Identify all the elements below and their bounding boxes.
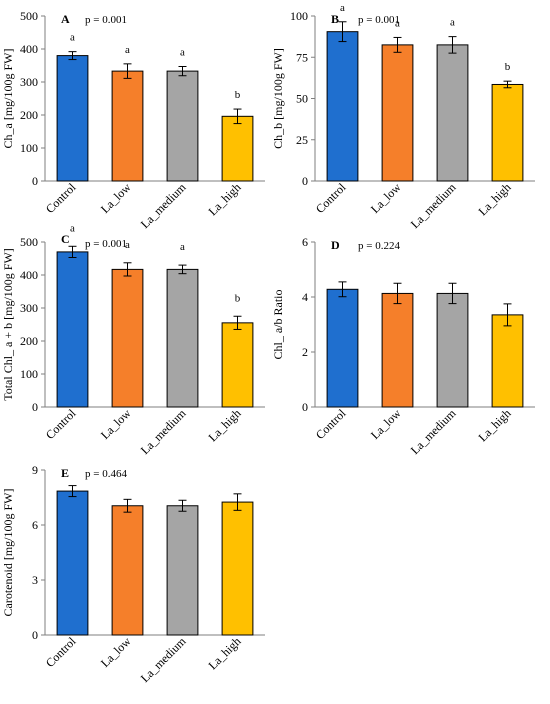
y-tick-label: 4 bbox=[302, 290, 308, 304]
significance-letter: a bbox=[180, 46, 185, 58]
x-tick-label: Control bbox=[313, 406, 349, 442]
x-tick-label: La_high bbox=[475, 180, 513, 218]
y-tick-label: 100 bbox=[20, 141, 38, 155]
bar-control bbox=[326, 31, 359, 182]
y-tick-label: 100 bbox=[290, 9, 308, 23]
y-tick-label: 0 bbox=[32, 400, 38, 414]
x-tick-label: La_medium bbox=[138, 180, 189, 231]
y-tick-label: 400 bbox=[20, 42, 38, 56]
y-tick-label: 300 bbox=[20, 75, 38, 89]
bar-control bbox=[56, 55, 89, 182]
significance-letter: a bbox=[450, 17, 455, 29]
x-tick-label: Control bbox=[313, 180, 349, 216]
panel-letter: C bbox=[61, 232, 70, 246]
x-tick-label: La_low bbox=[368, 180, 404, 216]
panel-a: 0 100 200 300 400 500 Ch_a [mg/100g FW] A p = 0.… bbox=[1, 9, 265, 231]
y-tick-label: 100 bbox=[20, 367, 38, 381]
x-tick-label: La_high bbox=[205, 406, 243, 444]
y-tick-label: 6 bbox=[302, 235, 308, 249]
significance-letter: a bbox=[340, 2, 345, 14]
x-tick-label: La_high bbox=[475, 406, 513, 444]
y-tick-label: 0 bbox=[32, 628, 38, 642]
y-tick-label: 3 bbox=[32, 573, 38, 587]
y-tick-label: 200 bbox=[20, 108, 38, 122]
p-value-text: p = 0.001 bbox=[85, 238, 127, 250]
bar-la-high bbox=[221, 322, 254, 408]
y-axis-label: Chl_ a/b Ratio bbox=[271, 290, 285, 360]
x-tick-label: La_medium bbox=[138, 634, 189, 685]
bar-la-low bbox=[111, 505, 144, 636]
panel-letter: A bbox=[61, 12, 70, 26]
bar-control bbox=[56, 490, 89, 636]
x-tick-label: La_low bbox=[98, 634, 134, 670]
bar-la-medium bbox=[166, 268, 199, 408]
bar-la-medium bbox=[436, 292, 469, 408]
x-tick-label: La_medium bbox=[408, 406, 459, 457]
y-axis-label: Ch_a [mg/100g FW] bbox=[1, 49, 15, 149]
bar-la-medium bbox=[166, 505, 199, 636]
bar-la-high bbox=[221, 501, 254, 636]
bar-la-medium bbox=[436, 44, 469, 182]
bar-la-low bbox=[381, 44, 414, 182]
bar-la-medium bbox=[166, 70, 199, 182]
x-tick-label: La_high bbox=[205, 634, 243, 672]
p-value-text: p = 0.001 bbox=[85, 14, 127, 26]
y-axis-label: Carotenoid [mg/100g FW] bbox=[1, 489, 15, 617]
bar-la-low bbox=[381, 292, 414, 408]
panel-letter: D bbox=[331, 238, 340, 252]
p-value-text: p = 0.464 bbox=[85, 468, 127, 480]
x-tick-label: La_high bbox=[205, 180, 243, 218]
y-tick-label: 6 bbox=[32, 518, 38, 532]
y-tick-label: 75 bbox=[296, 50, 308, 64]
y-tick-label: 400 bbox=[20, 268, 38, 282]
p-value-text: p = 0.001 bbox=[358, 14, 400, 26]
panel-c: 0 100 200 300 400 500 Total Chl_ a + b [mg/100… bbox=[1, 222, 265, 457]
x-tick-label: La_low bbox=[98, 180, 134, 216]
bar-control bbox=[326, 288, 359, 408]
y-tick-label: 300 bbox=[20, 301, 38, 315]
significance-letter: a bbox=[125, 239, 130, 251]
x-tick-label: Control bbox=[43, 634, 79, 670]
y-tick-label: 500 bbox=[20, 9, 38, 23]
bar-control bbox=[56, 251, 89, 408]
significance-letter: a bbox=[70, 32, 75, 44]
significance-letter: a bbox=[125, 44, 130, 56]
panel-letter: E bbox=[61, 466, 69, 480]
bar-la-high bbox=[221, 115, 254, 182]
bar-la-high bbox=[491, 83, 524, 182]
y-tick-label: 50 bbox=[296, 92, 308, 106]
significance-letter: a bbox=[395, 17, 400, 29]
y-tick-label: 2 bbox=[302, 345, 308, 359]
y-tick-label: 0 bbox=[302, 174, 308, 188]
significance-letter: a bbox=[70, 222, 75, 234]
panel-letter: B bbox=[331, 12, 339, 26]
panel-d: 0 2 4 6 Chl_ a/b Ratio D p = 0.224 Control La_lo… bbox=[271, 235, 535, 457]
bar-la-low bbox=[111, 70, 144, 182]
y-tick-label: 200 bbox=[20, 334, 38, 348]
panel-e: 0 3 6 9 Carotenoid [mg/100g FW] E p = 0.464 Con… bbox=[1, 463, 265, 685]
significance-letter: b bbox=[505, 61, 511, 73]
x-tick-label: La_medium bbox=[138, 406, 189, 457]
y-tick-label: 9 bbox=[32, 463, 38, 477]
x-tick-label: La_low bbox=[368, 406, 404, 442]
significance-letter: b bbox=[235, 292, 241, 304]
x-tick-label: Control bbox=[43, 406, 79, 442]
y-tick-label: 25 bbox=[296, 133, 308, 147]
y-tick-label: 500 bbox=[20, 235, 38, 249]
bar-la-low bbox=[111, 268, 144, 408]
x-tick-label: La_medium bbox=[408, 180, 459, 231]
significance-letter: a bbox=[180, 241, 185, 253]
x-tick-label: La_low bbox=[98, 406, 134, 442]
significance-letter: b bbox=[235, 89, 241, 101]
y-tick-label: 0 bbox=[32, 174, 38, 188]
x-tick-label: Control bbox=[43, 180, 79, 216]
bar-la-high bbox=[491, 314, 524, 408]
p-value-text: p = 0.224 bbox=[358, 240, 400, 252]
y-axis-label: Total Chl_ a + b [mg/100g FW] bbox=[1, 248, 15, 401]
y-axis-label: Ch_b [mg/100g FW] bbox=[271, 48, 285, 149]
y-tick-label: 0 bbox=[302, 400, 308, 414]
